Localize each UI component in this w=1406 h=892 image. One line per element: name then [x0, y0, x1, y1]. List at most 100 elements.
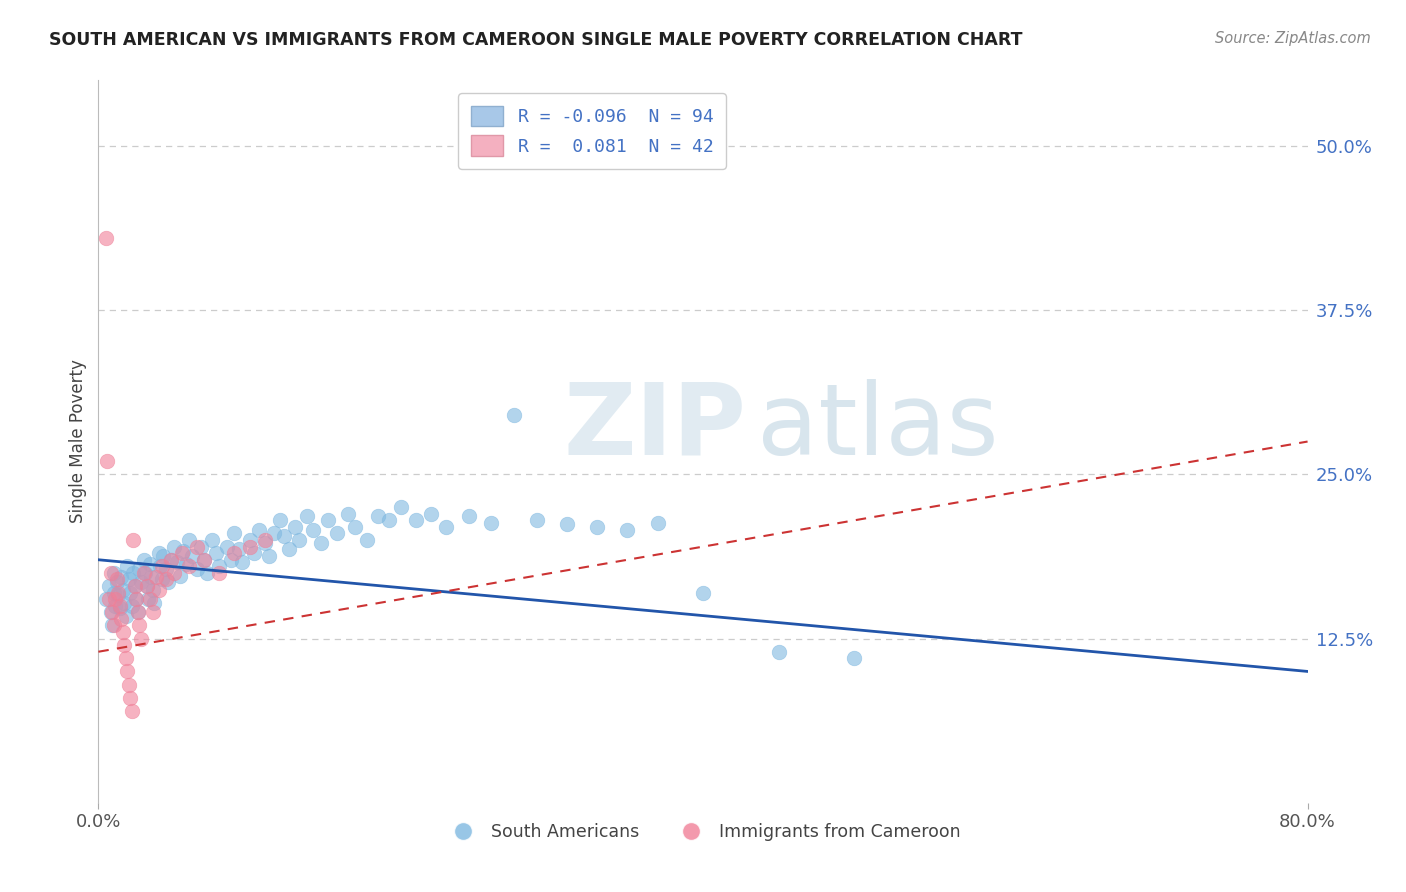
Point — [692, 585, 714, 599]
Point — [105, 575, 128, 590]
Point — [125, 592, 148, 607]
Point — [647, 516, 669, 530]
Point — [163, 566, 186, 580]
Point — [247, 523, 270, 537]
Point — [190, 540, 212, 554]
Point — [205, 546, 228, 560]
Point — [139, 592, 162, 607]
Point — [142, 605, 165, 619]
Point — [377, 513, 399, 527]
Point — [526, 513, 548, 527]
Point — [136, 592, 159, 607]
Point — [163, 540, 186, 554]
Point — [434, 520, 457, 534]
Point — [114, 609, 136, 624]
Text: ZIP: ZIP — [564, 378, 747, 475]
Text: atlas: atlas — [758, 378, 1000, 475]
Point — [405, 513, 427, 527]
Point — [195, 566, 218, 580]
Point — [96, 454, 118, 468]
Point — [302, 523, 325, 537]
Point — [132, 553, 155, 567]
Point — [121, 704, 143, 718]
Point — [284, 520, 307, 534]
Point — [228, 542, 250, 557]
Point — [148, 546, 170, 560]
Point — [155, 562, 177, 576]
Point — [107, 585, 129, 599]
Text: Source: ZipAtlas.com: Source: ZipAtlas.com — [1215, 31, 1371, 46]
Point — [129, 632, 152, 646]
Point — [114, 651, 136, 665]
Point — [336, 507, 359, 521]
Point — [367, 509, 389, 524]
Point — [160, 553, 183, 567]
Point — [174, 557, 197, 571]
Point — [295, 509, 318, 524]
Point — [179, 533, 201, 547]
Point — [112, 596, 135, 610]
Point — [309, 535, 332, 549]
Point — [288, 533, 311, 547]
Point — [103, 566, 125, 580]
Point — [118, 677, 141, 691]
Point — [101, 618, 124, 632]
Point — [231, 555, 253, 569]
Point — [129, 575, 152, 590]
Point — [257, 549, 280, 563]
Point — [215, 540, 238, 554]
Point — [356, 533, 378, 547]
Point — [94, 231, 117, 245]
Point — [170, 546, 193, 560]
Point — [128, 618, 150, 632]
Point — [132, 566, 155, 580]
Point — [124, 579, 146, 593]
Point — [108, 599, 131, 613]
Point — [457, 509, 479, 524]
Point — [150, 573, 173, 587]
Point — [122, 566, 145, 580]
Point — [181, 549, 204, 563]
Point — [208, 559, 231, 574]
Point — [555, 517, 578, 532]
Point — [586, 520, 609, 534]
Point — [844, 651, 866, 665]
Point — [221, 553, 243, 567]
Point — [98, 592, 121, 607]
Point — [420, 507, 443, 521]
Point — [224, 526, 246, 541]
Point — [148, 582, 170, 597]
Point — [616, 523, 638, 537]
Point — [316, 513, 339, 527]
Point — [101, 605, 124, 619]
Point — [263, 526, 285, 541]
Point — [104, 592, 127, 607]
Point — [155, 573, 177, 587]
Point — [127, 605, 149, 619]
Point — [110, 612, 132, 626]
Point — [111, 582, 134, 597]
Point — [104, 599, 127, 613]
Point — [172, 543, 194, 558]
Point — [193, 553, 215, 567]
Point — [149, 559, 172, 574]
Point — [169, 568, 191, 582]
Point — [127, 605, 149, 619]
Point — [115, 559, 138, 574]
Point — [160, 553, 183, 567]
Point — [152, 549, 174, 563]
Point — [100, 605, 122, 619]
Point — [108, 601, 131, 615]
Point — [141, 570, 163, 584]
Point — [253, 535, 276, 549]
Point — [139, 557, 162, 571]
Point — [344, 520, 367, 534]
Point — [269, 513, 291, 527]
Point — [201, 533, 224, 547]
Point — [389, 500, 412, 515]
Point — [103, 585, 125, 599]
Point — [224, 546, 246, 560]
Point — [120, 690, 142, 705]
Point — [277, 542, 299, 557]
Point — [115, 665, 138, 679]
